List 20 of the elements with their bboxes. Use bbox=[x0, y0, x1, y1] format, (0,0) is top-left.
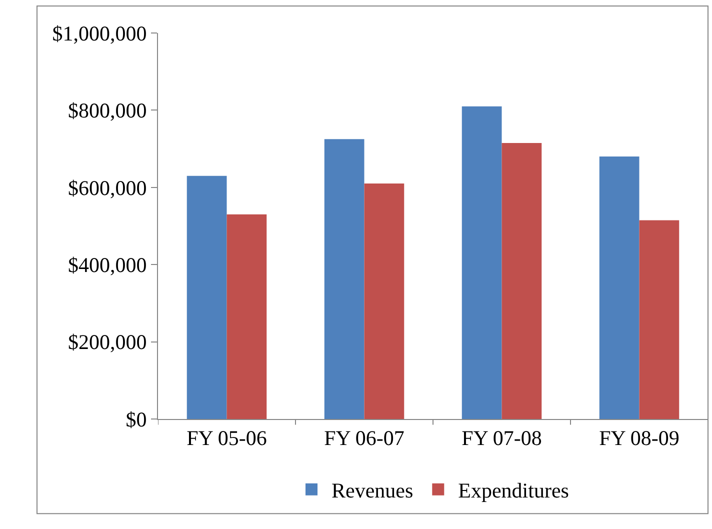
bar bbox=[364, 184, 404, 419]
bar bbox=[226, 214, 267, 419]
y-tick-label: $600,000 bbox=[68, 176, 147, 200]
y-tick-label: $200,000 bbox=[68, 330, 147, 354]
y-tick-label: $400,000 bbox=[68, 252, 147, 277]
x-tick-label: FY 07-08 bbox=[462, 426, 542, 450]
bar bbox=[462, 106, 502, 419]
legend-label: Expenditures bbox=[458, 478, 569, 503]
x-tick-label: FY 06-07 bbox=[324, 426, 404, 450]
x-tick-label: FY 05-06 bbox=[186, 426, 267, 450]
x-tick-label: FY 08-09 bbox=[599, 426, 680, 450]
y-tick-label: $1,000,000 bbox=[52, 21, 147, 46]
bar bbox=[639, 220, 680, 419]
y-tick-label: $800,000 bbox=[68, 98, 147, 123]
legend-label: Revenues bbox=[332, 478, 414, 503]
y-tick-label: $0 bbox=[126, 407, 147, 432]
bar bbox=[324, 139, 364, 419]
bar bbox=[186, 176, 227, 419]
bar bbox=[599, 156, 640, 419]
bar bbox=[502, 143, 542, 419]
